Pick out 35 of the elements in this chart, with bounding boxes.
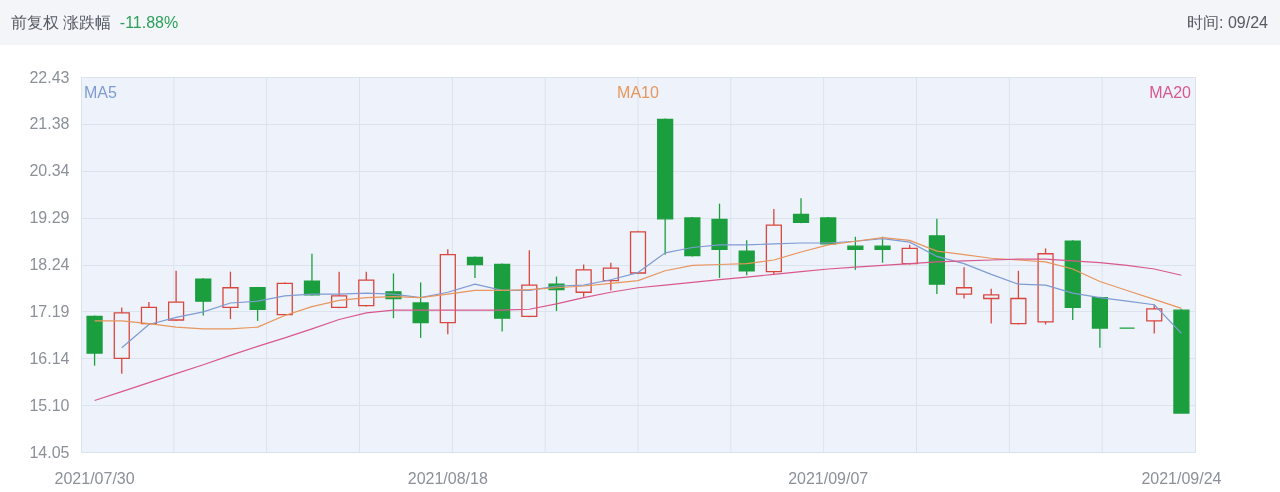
y-tick-label: 15.10 — [29, 396, 70, 414]
x-tick-label: 2021/09/24 — [1141, 469, 1222, 487]
text: MA10 — [617, 84, 659, 101]
x-tick-label: 2021/07/30 — [54, 469, 135, 487]
text: MA5 — [84, 84, 117, 101]
candlestick — [983, 288, 1000, 325]
text: -11.88% — [119, 14, 179, 31]
candlestick — [412, 281, 429, 339]
candlestick — [303, 253, 321, 297]
candlestick — [847, 236, 864, 271]
line-series — [93, 258, 1183, 402]
candlestick — [874, 236, 891, 264]
x-tick-label: 2021/08/18 — [407, 469, 488, 487]
y-tick-label: 18.24 — [29, 256, 70, 273]
line-series — [121, 237, 1183, 349]
candlestick — [1146, 304, 1163, 335]
y-tick-label: 22.43 — [29, 68, 70, 86]
y-tick-label: 20.34 — [29, 162, 70, 180]
y-tick-label: 17.19 — [29, 302, 70, 320]
candlestick — [955, 266, 973, 300]
candlestick — [466, 255, 484, 279]
candlestick — [738, 239, 755, 276]
y-tick-label: 16.14 — [29, 349, 70, 367]
x-tick-label: 2021/09/07 — [788, 469, 869, 487]
candlestick — [792, 197, 810, 224]
y-tick-label: 19.29 — [29, 209, 70, 227]
chart-title: 前复权 涨跌幅 — [11, 14, 112, 31]
y-tick-label: 21.38 — [29, 115, 70, 133]
y-tick-label: 14.05 — [29, 443, 70, 461]
text: 时间: 09/24 — [1187, 14, 1269, 31]
candlestick — [222, 271, 239, 320]
candlestick — [167, 270, 185, 322]
candlestick — [602, 262, 619, 292]
candlestick — [195, 277, 212, 317]
text: MA20 — [1149, 84, 1192, 101]
